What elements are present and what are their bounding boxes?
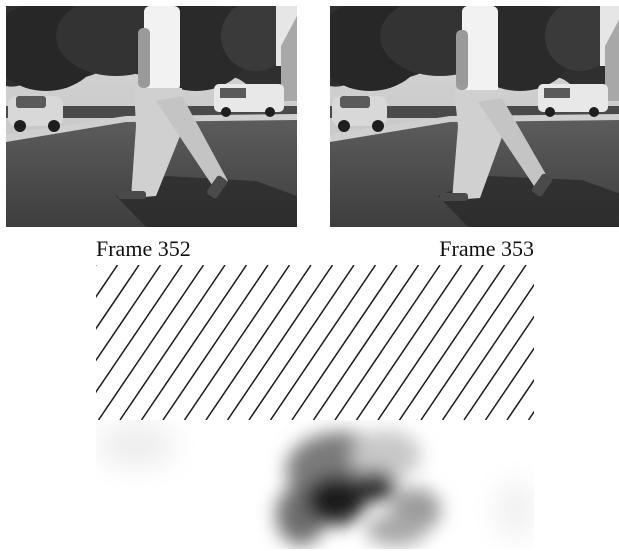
hatch-line: [335, 265, 440, 420]
frame-353-caption: Frame 353: [439, 236, 534, 262]
hatch-line: [120, 265, 225, 420]
hatch-line: [357, 265, 462, 420]
hatch-line: [421, 265, 526, 420]
hatch-line: [271, 265, 376, 420]
motion-heatmap: [96, 420, 534, 549]
hatch-line: [400, 265, 505, 420]
hatch-line: [292, 265, 397, 420]
frame-353-image: [330, 6, 619, 227]
hatch-line: [314, 265, 419, 420]
hatch-line: [99, 265, 204, 420]
hatched-region: [96, 265, 534, 420]
hatch-line: [142, 265, 247, 420]
hatch-line: [185, 265, 290, 420]
frame-352-image: [6, 6, 297, 227]
frame-352-caption: Frame 352: [96, 236, 191, 262]
hatch-line: [249, 265, 354, 420]
hatch-line: [206, 265, 311, 420]
hatch-line: [228, 265, 333, 420]
hatch-line: [378, 265, 483, 420]
hatch-line: [163, 265, 268, 420]
